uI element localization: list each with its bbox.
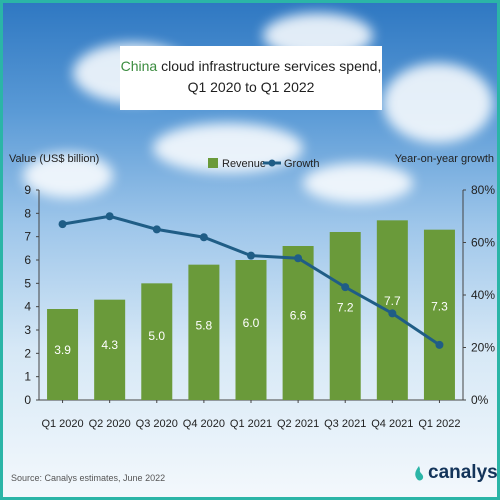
bar-revenue <box>329 232 361 400</box>
bar-revenue <box>282 246 314 400</box>
y-tick-label-left: 4 <box>24 300 31 314</box>
x-tick-label: Q4 2021 <box>371 418 413 430</box>
y-axis-title-left: Value (US$ billion) <box>9 153 99 165</box>
y-tick-label-left: 5 <box>24 276 31 290</box>
bar-value-label: 5.0 <box>148 329 165 343</box>
y-tick-label-right: 80% <box>471 183 495 197</box>
y-tick-label-left: 2 <box>24 346 31 360</box>
y-tick-label-left: 3 <box>24 323 31 337</box>
growth-point <box>247 251 255 260</box>
y-tick-label-left: 7 <box>24 230 31 244</box>
growth-point <box>152 225 161 234</box>
bar-revenue <box>94 299 126 400</box>
bar-value-label: 3.9 <box>54 343 71 357</box>
y-tick-label-left: 6 <box>24 253 31 267</box>
growth-point <box>199 233 208 242</box>
y-tick-label-left: 1 <box>24 370 31 384</box>
y-tick-label-right: 20% <box>471 341 495 355</box>
source-note: Source: Canalys estimates, June 2022 <box>11 473 166 483</box>
legend-marker-growth <box>268 159 276 167</box>
cloud-decoration <box>303 163 413 203</box>
brand-logo: canalys <box>428 462 498 483</box>
x-tick-label: Q4 2020 <box>183 418 225 430</box>
x-tick-label: Q1 2021 <box>230 418 272 430</box>
bar-value-label: 6.6 <box>290 308 307 322</box>
title-accent: China <box>120 58 158 74</box>
bar-value-label: 7.7 <box>384 294 401 308</box>
cloud-decoration <box>383 63 493 143</box>
growth-point <box>341 283 350 292</box>
chart-svg: 0 1 2 3 4 5 6 7 8 9 0% 20% 40% 60% 80% Value (US$ billi… <box>9 153 495 430</box>
growth-point <box>294 254 303 263</box>
bar-value-label: 7.3 <box>431 299 448 313</box>
y-tick-label-right: 60% <box>471 236 495 250</box>
x-tick-label: Q3 2021 <box>324 418 366 430</box>
y-tick-label-left: 0 <box>24 393 31 407</box>
cloud-decoration <box>153 123 303 173</box>
title-line1: cloud infrastructure services spend, <box>157 58 382 74</box>
x-tick-label: Q3 2020 <box>136 418 178 430</box>
growth-point <box>105 212 114 221</box>
bar-value-label: 4.3 <box>101 338 118 352</box>
growth-point <box>388 309 397 318</box>
legend-label-revenue: Revenue <box>222 158 266 170</box>
x-tick-label: Q2 2020 <box>89 418 131 430</box>
bar-revenue <box>188 264 220 400</box>
growth-point <box>435 340 444 349</box>
title-line2: Q1 2020 to Q1 2022 <box>187 79 315 95</box>
bar-revenue <box>47 309 79 400</box>
bar-value-label: 5.8 <box>196 319 213 333</box>
bar-revenue <box>141 283 173 400</box>
legend-label-growth: Growth <box>284 158 319 170</box>
y-tick-label-right: 40% <box>471 288 495 302</box>
canalys-logo-icon <box>415 466 424 481</box>
legend-swatch-revenue <box>208 158 218 168</box>
growth-point <box>58 220 67 229</box>
y-axis-title-right: Year-on-year growth <box>395 153 494 165</box>
x-tick-label: Q1 2020 <box>41 418 83 430</box>
bar-value-label: 6.0 <box>243 316 260 330</box>
y-tick-label-right: 0% <box>471 393 489 407</box>
bar-revenue <box>423 229 455 400</box>
y-tick-label-left: 9 <box>24 183 31 197</box>
bar-revenue <box>235 260 267 400</box>
x-tick-label: Q1 2022 <box>418 418 460 430</box>
bar-value-label: 7.2 <box>337 301 354 315</box>
y-tick-label-left: 8 <box>24 206 31 220</box>
x-tick-label: Q2 2021 <box>277 418 319 430</box>
chart-title: China cloud infrastructure services spen… <box>120 46 382 110</box>
